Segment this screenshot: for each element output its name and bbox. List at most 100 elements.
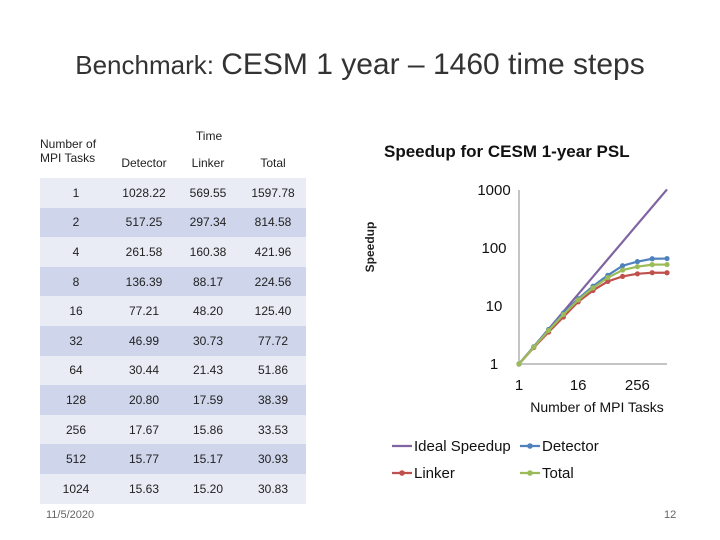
- data-point: [546, 327, 552, 334]
- y-tick-label: 10: [486, 298, 503, 315]
- cell-total: 421.96: [240, 237, 307, 267]
- legend-marker: [399, 470, 405, 476]
- legend-label: Detector: [542, 438, 599, 455]
- table-row: 512 15.77 15.17 30.93: [40, 444, 307, 474]
- table-row: 32 46.99 30.73 77.72: [40, 325, 307, 356]
- cell-detector: 20.80: [112, 385, 176, 415]
- cell-linker: 17.59: [176, 385, 240, 415]
- cell-total: 814.58: [240, 207, 307, 238]
- table-row: 1 1028.22 569.55 1597.78: [40, 178, 307, 208]
- cell-linker: 15.17: [176, 444, 240, 474]
- data-point: [575, 297, 581, 303]
- cell-mpi: 256: [40, 414, 112, 445]
- table-row: 1024 15.63 15.20 30.83: [40, 473, 307, 504]
- data-point: [620, 263, 626, 269]
- linker-column-header: Linker: [176, 148, 240, 178]
- table-row: 128 20.80 17.59 38.39: [40, 385, 307, 415]
- cell-linker: 48.20: [176, 296, 240, 326]
- data-point: [664, 261, 670, 268]
- chart-title: Speedup for CESM 1-year PSL: [384, 142, 630, 161]
- legend-label: Linker: [414, 465, 455, 482]
- data-point: [664, 255, 670, 262]
- cell-mpi: 4: [40, 237, 112, 267]
- cell-mpi: 32: [40, 325, 112, 356]
- table-row: 256 17.67 15.86 33.53: [40, 414, 307, 445]
- cell-mpi: 1024: [40, 473, 112, 504]
- series-line-3: [518, 263, 668, 365]
- series-line-1: [518, 257, 668, 365]
- table-row: 8 136.39 88.17 224.56: [40, 266, 307, 297]
- cell-detector: 77.21: [112, 296, 176, 326]
- time-header: Time: [112, 124, 307, 148]
- data-point: [634, 271, 641, 277]
- table-row: 4 261.58 160.38 421.96: [40, 237, 307, 267]
- cell-total: 38.39: [240, 385, 307, 415]
- cell-total: 51.86: [240, 355, 307, 386]
- x-tick-label: 256: [625, 377, 650, 394]
- cell-total: 125.40: [240, 296, 307, 326]
- data-point: [634, 264, 641, 270]
- slide-date: 11/5/2020: [46, 509, 95, 521]
- cell-linker: 297.34: [176, 207, 240, 238]
- cell-detector: 1028.22: [112, 178, 176, 208]
- y-tick-label: 100: [481, 240, 506, 257]
- cell-total: 30.83: [240, 473, 307, 504]
- x-axis-title: Number of MPI Tasks: [530, 399, 664, 415]
- x-tick-label: 1: [515, 377, 523, 394]
- y-tick-label: 1000: [477, 182, 510, 199]
- timing-table: Number of MPI Tasks Time Detector Linker…: [40, 124, 307, 504]
- cell-linker: 15.86: [176, 414, 240, 445]
- cell-detector: 46.99: [112, 325, 176, 356]
- cell-linker: 88.17: [176, 266, 240, 297]
- cell-total: 224.56: [240, 266, 307, 297]
- data-point: [590, 285, 596, 291]
- data-point: [531, 344, 537, 350]
- data-point: [649, 256, 655, 262]
- cell-mpi: 512: [40, 444, 112, 474]
- slide-title-main: CESM 1 year – 1460 time steps: [221, 48, 645, 81]
- cell-mpi: 128: [40, 385, 112, 415]
- cell-total: 33.53: [240, 414, 307, 445]
- data-point: [664, 270, 670, 276]
- legend-marker: [527, 470, 533, 476]
- table-row: 2 517.25 297.34 814.58: [40, 207, 307, 238]
- cell-detector: 261.58: [112, 237, 176, 267]
- cell-mpi: 2: [40, 207, 112, 238]
- data-point: [605, 275, 611, 281]
- cell-mpi: 16: [40, 296, 112, 326]
- cell-total: 30.93: [240, 444, 307, 474]
- slide-title-prefix: Benchmark:: [75, 50, 222, 80]
- cell-linker: 21.43: [176, 355, 240, 386]
- slide-title: Benchmark: CESM 1 year – 1460 time steps: [0, 48, 720, 82]
- cell-linker: 15.20: [176, 473, 240, 504]
- table-body: 1 1028.22 569.55 1597.78 2 517.25 297.34 814.58…: [40, 178, 307, 504]
- data-point: [649, 262, 655, 268]
- legend-label: Ideal Speedup: [414, 438, 511, 455]
- y-tick-label: 1: [490, 356, 498, 373]
- cell-detector: 17.67: [112, 414, 176, 445]
- cell-mpi: 1: [40, 178, 112, 208]
- legend-label: Total: [542, 465, 574, 482]
- total-column-header: Total: [240, 148, 307, 178]
- cell-linker: 569.55: [176, 178, 240, 208]
- cell-linker: 160.38: [176, 237, 240, 267]
- cell-detector: 15.77: [112, 444, 176, 474]
- cell-linker: 30.73: [176, 325, 240, 356]
- cell-mpi: 8: [40, 266, 112, 297]
- cell-detector: 517.25: [112, 207, 176, 238]
- data-point: [649, 270, 655, 276]
- table-row: 16 77.21 48.20 125.40: [40, 296, 307, 326]
- data-point: [605, 278, 611, 284]
- cell-detector: 30.44: [112, 355, 176, 386]
- x-tick-label: 16: [570, 377, 587, 394]
- data-point: [634, 259, 641, 265]
- data-point: [516, 361, 522, 367]
- data-point: [620, 273, 626, 280]
- cell-detector: 15.63: [112, 473, 176, 504]
- table-row: 64 30.44 21.43 51.86: [40, 355, 307, 386]
- cell-total: 77.72: [240, 325, 307, 356]
- data-point: [560, 311, 567, 318]
- cell-detector: 136.39: [112, 266, 176, 297]
- cell-mpi: 64: [40, 355, 112, 386]
